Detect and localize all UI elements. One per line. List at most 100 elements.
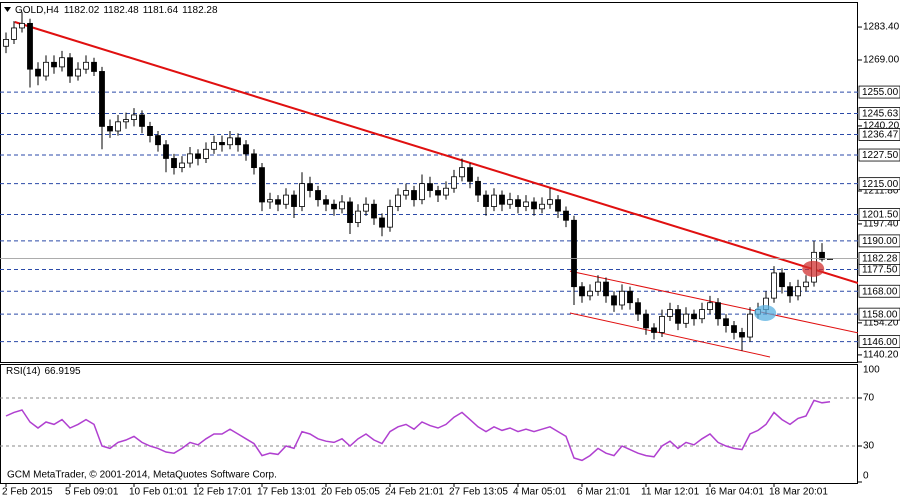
candle-body [523, 201, 529, 207]
highlight [754, 305, 777, 322]
footer: GCM MetaTrader, © 2001-2014, MetaQuotes … [7, 470, 277, 481]
candle-body [203, 148, 209, 159]
x-tick-label: 16 Mar 04:01 [705, 487, 764, 498]
candle-body [563, 210, 569, 221]
candle-body [235, 137, 241, 146]
candle-body [299, 183, 305, 207]
candle-body [99, 71, 105, 127]
candle-body [123, 119, 129, 123]
candle-body [499, 194, 505, 205]
candle-body [475, 180, 481, 196]
candle-body [243, 144, 249, 155]
candle-body [219, 142, 225, 146]
candle-body [291, 194, 297, 207]
x-tick-label: 10 Feb 01:01 [129, 487, 188, 498]
candle-body [395, 194, 401, 207]
candle-body [187, 153, 193, 164]
candle-body [683, 313, 689, 324]
candle-body [635, 302, 641, 315]
candle-body [555, 199, 561, 212]
candle-body [3, 39, 9, 47]
level-box [858, 307, 900, 321]
candle-body [11, 27, 17, 40]
candle-body [443, 187, 449, 196]
rsi-line [5, 399, 831, 462]
candle-body [107, 126, 113, 132]
candle-body [699, 309, 705, 320]
candle-body [267, 199, 273, 203]
level-box [858, 335, 900, 349]
candle-body [619, 290, 625, 306]
candle-body [715, 302, 721, 320]
candle-body [603, 281, 609, 297]
current-price-box [858, 252, 900, 265]
candle-body [539, 203, 545, 210]
candle-body [795, 286, 801, 297]
candle-body [739, 332, 745, 338]
candle-body [19, 22, 25, 29]
main-plot [0, 11, 858, 358]
level-label: 1245.63 [862, 109, 899, 120]
level-box [858, 85, 900, 99]
level-box [858, 128, 900, 141]
x-tick-label: 17 Feb 13:01 [257, 487, 316, 498]
close: 1182.28 [182, 5, 218, 16]
candle-body [347, 201, 353, 223]
candle-body [363, 203, 369, 212]
level-label: 1190.00 [862, 236, 898, 247]
level-label: 1236.47 [862, 130, 899, 141]
candle-body [435, 190, 441, 196]
rsi-name: RSI(14) [6, 366, 40, 377]
candle-body [307, 183, 313, 191]
candle-body [283, 194, 289, 205]
candle-body [491, 194, 497, 207]
x-tick-label: 18 Mar 20:01 [769, 487, 828, 498]
candle-body [379, 217, 385, 228]
candle-body [547, 199, 553, 205]
rsi-tick-label: 100 [863, 365, 880, 376]
x-tick-label: 24 Feb 21:01 [385, 487, 444, 498]
trendline [569, 312, 771, 358]
menu-arrow[interactable] [4, 7, 11, 12]
candle-body [771, 272, 777, 299]
candle-body [139, 114, 145, 127]
candle-body [35, 68, 41, 77]
candle-body [387, 206, 393, 228]
trendline [569, 270, 858, 334]
symbol: GOLD,H4 [15, 5, 59, 16]
level-label: 1158.00 [862, 309, 898, 320]
candle-body [43, 61, 49, 77]
candle-body [115, 121, 121, 132]
current-price-label: 1182.28 [862, 254, 898, 265]
y-tick-label: 1197.40 [863, 219, 899, 230]
candle-body [211, 142, 217, 150]
candle-body [75, 68, 81, 77]
candle-body [259, 167, 265, 203]
candle-body [371, 203, 377, 219]
rsi-header: RSI(14) 66.9195 [6, 366, 81, 377]
level-box [858, 107, 900, 120]
candle-body [459, 167, 465, 178]
x-tick-label: 12 Feb 17:01 [193, 487, 252, 498]
rsi-tick-label: 70 [863, 393, 875, 404]
candle-body [515, 199, 521, 207]
level-label: 1227.50 [862, 150, 899, 161]
candle-body [163, 144, 169, 159]
candle-body [787, 286, 793, 297]
candle-body [251, 153, 257, 169]
level-label: 1201.50 [862, 210, 899, 221]
axes: 1283.40 1269.00 1240.20 1211.80 1197.40 1154.… [2, 22, 900, 498]
candle-body [675, 309, 681, 324]
x-tick-label: 4 Mar 05:01 [513, 487, 567, 498]
candle-body [179, 162, 185, 169]
level-box [858, 148, 900, 162]
candle-body [355, 210, 361, 223]
candle-body [131, 114, 137, 120]
candle-body [579, 286, 585, 297]
candle-body [779, 272, 785, 288]
candle-body [147, 126, 153, 136]
level-label: 1168.00 [862, 286, 898, 297]
candle-body [571, 219, 577, 288]
y-tick-label: 1140.20 [863, 350, 899, 361]
